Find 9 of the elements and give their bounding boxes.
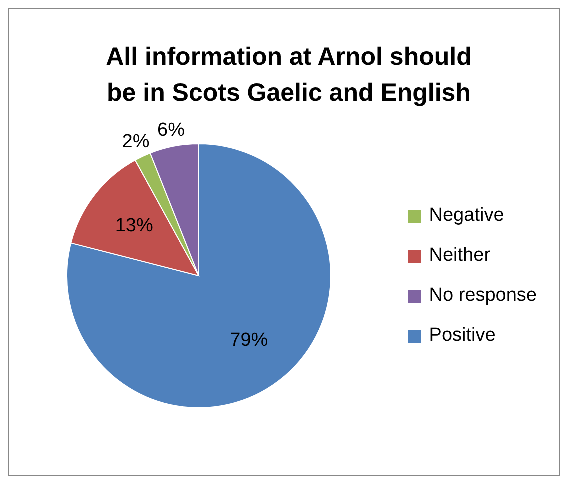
data-label: 2% — [122, 132, 150, 153]
data-label: 79% — [230, 330, 268, 352]
legend-label: No response — [429, 285, 537, 306]
legend-label: Negative — [429, 205, 504, 226]
legend-label: Positive — [429, 325, 496, 346]
data-label: 6% — [158, 120, 186, 142]
data-label: 13% — [115, 215, 154, 236]
chart-title: All information at Arnol should be in Scots Gaelic and English — [105, 42, 473, 109]
legend-label: Neither — [429, 245, 491, 266]
